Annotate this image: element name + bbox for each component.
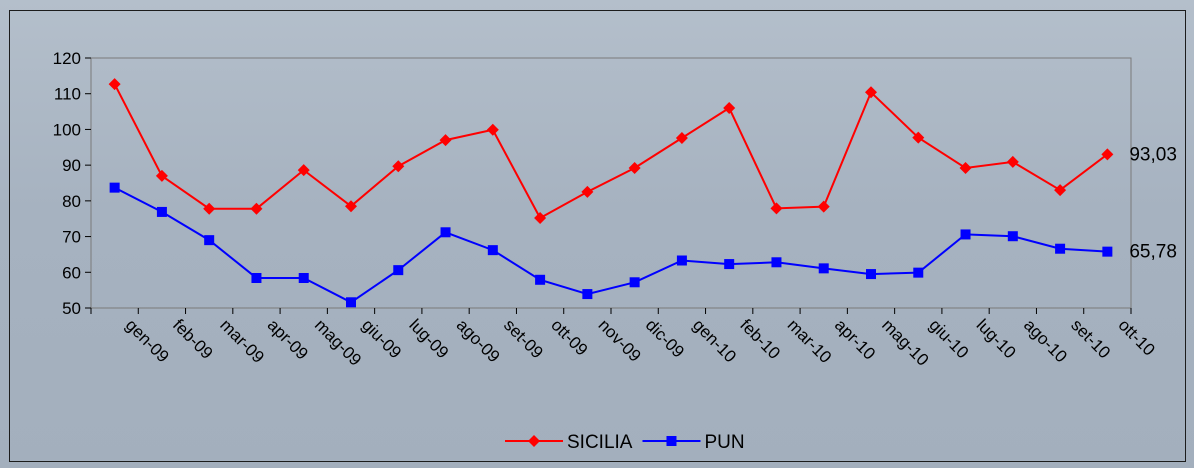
- data-point-sicilia: [770, 202, 783, 215]
- legend-label-pun: PUN: [704, 432, 744, 453]
- data-point-pun: [1102, 246, 1113, 257]
- y-tick-label: 90: [62, 156, 81, 175]
- data-point-sicilia: [723, 102, 736, 114]
- data-point-pun: [818, 263, 829, 274]
- data-point-pun: [298, 273, 309, 283]
- data-point-pun: [393, 265, 404, 276]
- data-point-sicilia: [865, 86, 877, 99]
- data-point-pun: [1055, 243, 1066, 254]
- x-tick-label: feb-10: [736, 315, 784, 363]
- x-tick-label: lug-10: [973, 315, 1020, 362]
- x-tick-label: gen-09: [122, 315, 173, 366]
- data-point-pun: [1007, 231, 1018, 242]
- data-point-pun: [866, 269, 876, 280]
- x-tick-label: ago-10: [1020, 315, 1071, 366]
- data-label-pun: 65,78: [1129, 242, 1177, 263]
- data-point-sicilia: [675, 132, 688, 144]
- x-tick-label: mar-09: [216, 315, 268, 367]
- data-point-sicilia: [581, 185, 594, 198]
- data-point-pun: [109, 182, 120, 193]
- data-point-sicilia: [486, 123, 499, 136]
- series-line-pun: [114, 186, 1108, 304]
- data-point-pun: [629, 277, 640, 288]
- x-tick-label: set-10: [1067, 315, 1114, 362]
- data-point-pun: [251, 273, 262, 283]
- data-point-pun: [204, 235, 215, 246]
- data-point-sicilia: [203, 202, 216, 215]
- x-tick-label: gen-10: [689, 315, 740, 366]
- data-point-pun: [771, 257, 782, 268]
- x-tick-label: mar-10: [784, 315, 836, 367]
- data-point-sicilia: [297, 164, 310, 177]
- legend-marker-pun: [666, 436, 677, 446]
- y-tick-label: 50: [62, 299, 81, 318]
- y-tick-label: 80: [62, 192, 81, 211]
- data-point-pun: [582, 289, 593, 300]
- x-tick-label: apr-09: [264, 315, 312, 363]
- x-tick-label: lug-09: [405, 315, 452, 362]
- x-tick-label: set-09: [500, 315, 547, 362]
- data-point-pun: [913, 267, 924, 278]
- data-point-sicilia: [250, 202, 263, 215]
- data-point-sicilia: [912, 131, 925, 144]
- y-tick-label: 60: [62, 263, 81, 282]
- data-point-pun: [487, 245, 498, 256]
- data-point-sicilia: [1006, 155, 1019, 168]
- data-point-sicilia: [392, 160, 405, 173]
- y-tick-label: 70: [62, 228, 81, 247]
- legend-label-sicilia: SICILIA: [567, 432, 633, 453]
- data-point-sicilia: [108, 78, 121, 91]
- x-tick-label: ago-09: [453, 315, 504, 366]
- data-label-sicilia: 93,03: [1129, 144, 1177, 165]
- y-tick-label: 120: [53, 49, 81, 68]
- series-line-sicilia: [113, 83, 1109, 220]
- x-tick-label: apr-10: [831, 315, 879, 363]
- data-point-sicilia: [155, 169, 168, 182]
- data-point-pun: [676, 255, 687, 266]
- y-tick-label: 110: [54, 85, 81, 104]
- x-tick-label: feb-09: [169, 315, 217, 363]
- legend-marker-sicilia: [528, 435, 540, 447]
- data-point-sicilia: [628, 162, 641, 174]
- data-point-pun: [724, 259, 735, 270]
- chart-frame: 50 60 70 80 90 100 110 120 gen-09 feb-09 mar-09 apr…: [9, 10, 1186, 462]
- series-layer: 93,03 65,78: [108, 78, 1177, 308]
- x-tick-label: ott-10: [1115, 315, 1159, 359]
- x-tick-label: mag-10: [878, 315, 932, 369]
- data-point-pun: [156, 206, 167, 217]
- x-tick-label: nov-09: [595, 315, 645, 365]
- data-point-sicilia: [534, 212, 547, 224]
- x-tick-label: ott-09: [547, 315, 591, 359]
- data-point-pun: [440, 227, 451, 238]
- x-tick-label: dic-09: [642, 315, 688, 361]
- legend: SICILIA PUN: [505, 432, 745, 453]
- data-point-pun: [960, 229, 971, 240]
- y-tick-label: 100: [53, 120, 81, 139]
- x-tick-label: mag-09: [311, 315, 365, 369]
- data-point-sicilia: [345, 200, 357, 213]
- data-point-sicilia: [1054, 184, 1067, 197]
- data-point-sicilia: [817, 200, 830, 213]
- data-point-sicilia: [959, 162, 972, 174]
- data-point-sicilia: [1101, 148, 1114, 161]
- data-point-sicilia: [439, 134, 452, 147]
- data-point-pun: [535, 274, 546, 285]
- data-point-pun: [346, 297, 356, 308]
